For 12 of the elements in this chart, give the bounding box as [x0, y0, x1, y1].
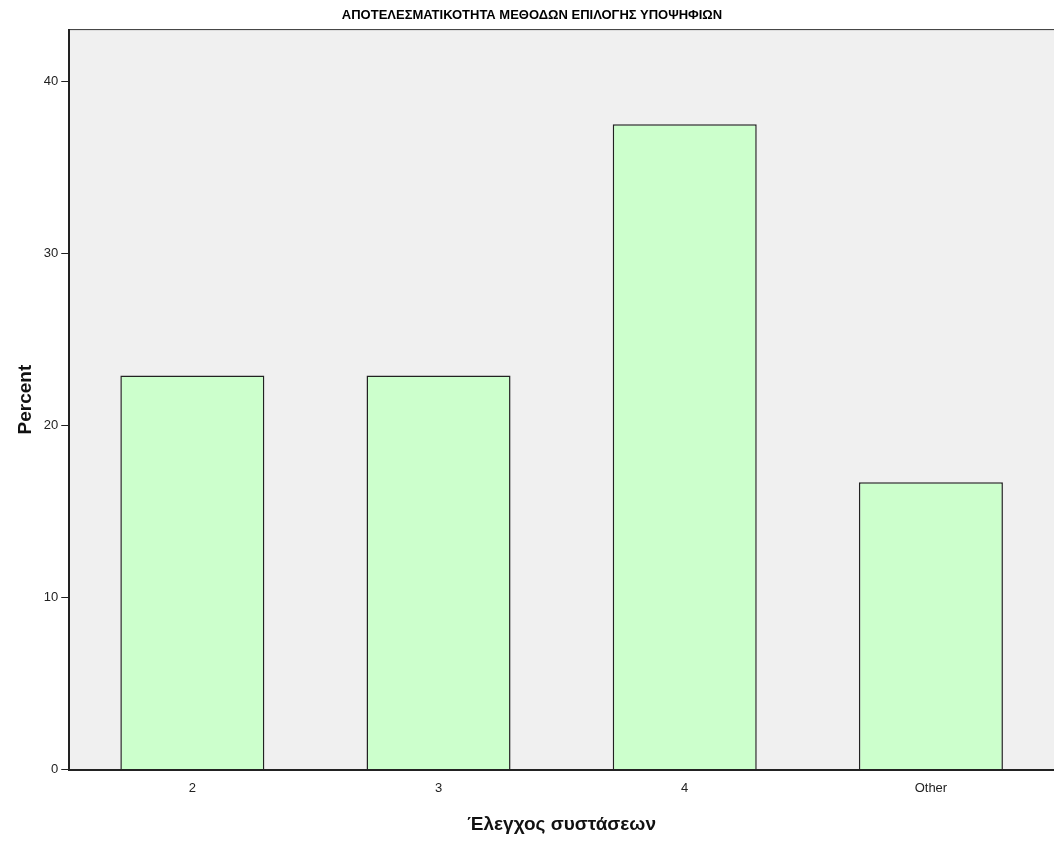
y-tick-label: 40 [43, 72, 59, 88]
x-tick-label: 3 [434, 779, 443, 795]
y-tick-label: 30 [43, 244, 59, 260]
y-tick-label: 10 [43, 589, 59, 605]
y-tick-label: 20 [43, 416, 59, 432]
y-tick-label: 0 [51, 761, 59, 777]
x-tick-label: 4 [681, 779, 689, 795]
x-axis-title: Έλεγχος συστάσεων [467, 812, 656, 834]
x-tick-label: 2 [188, 779, 196, 795]
y-axis-title: Percent [13, 364, 35, 435]
chart-title: ΑΠΟΤΕΛΕΣΜΑΤΙΚΟΤΗΤΑ ΜΕΘΟΔΩΝ ΕΠΙΛΟΓΗΣ ΥΠΟΨΗΦΙΩΝ [341, 7, 723, 23]
x-tick-label: Other [914, 779, 948, 795]
